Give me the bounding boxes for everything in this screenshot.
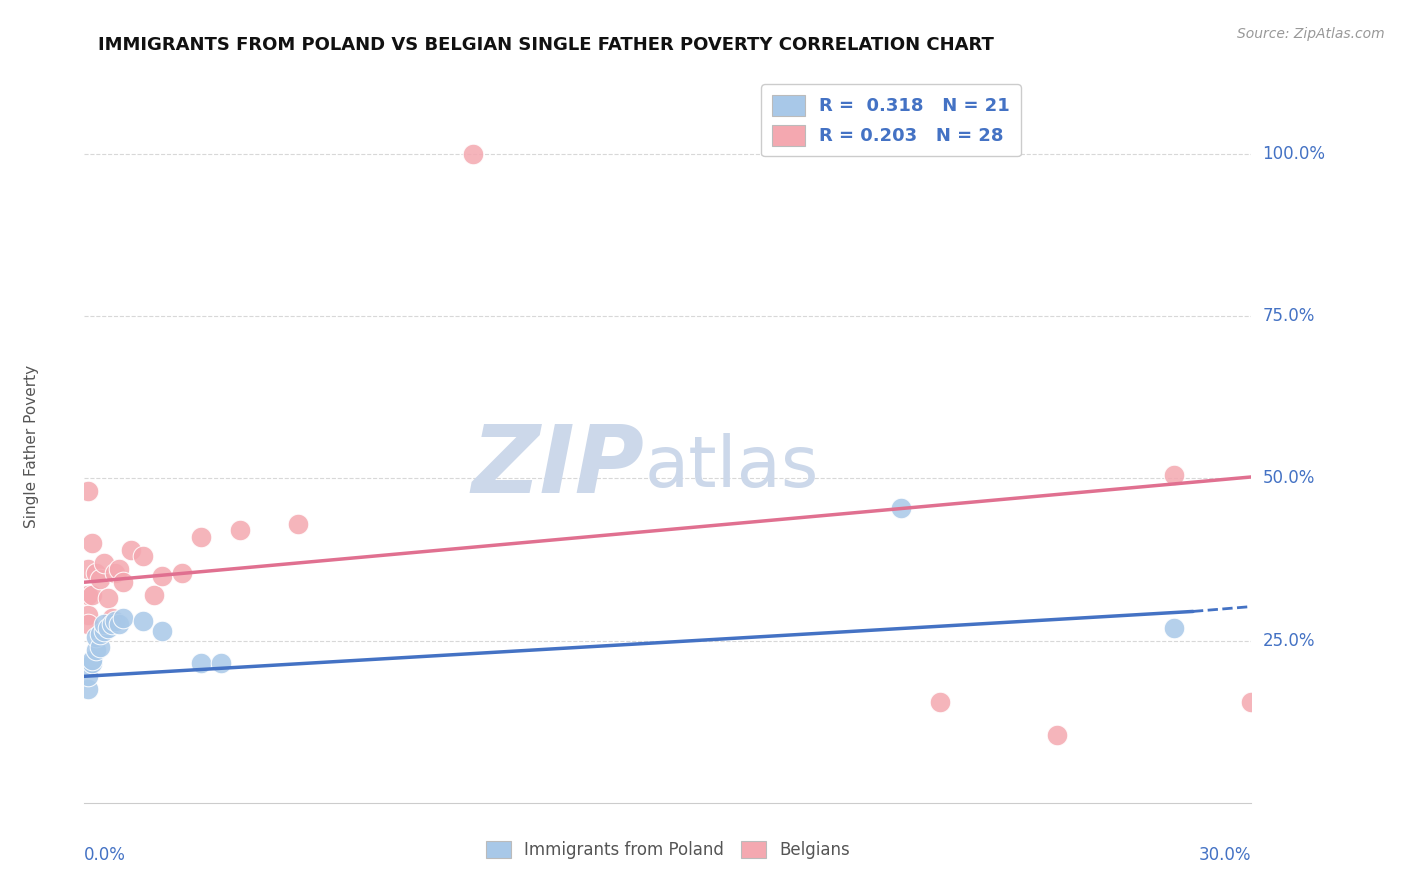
Point [190, 657, 212, 671]
Point [108, 562, 131, 576]
Point [120, 542, 142, 557]
Point [929, 695, 952, 709]
Text: ZIP: ZIP [471, 421, 644, 514]
Text: 30.0%: 30.0% [1199, 846, 1251, 863]
Text: IMMIGRANTS FROM POLAND VS BELGIAN SINGLE FATHER POVERTY CORRELATION CHART: IMMIGRANTS FROM POLAND VS BELGIAN SINGLE… [98, 36, 994, 54]
Text: 100.0%: 100.0% [1263, 145, 1326, 163]
Point [132, 549, 155, 564]
Point [190, 530, 212, 544]
Text: 25.0%: 25.0% [1263, 632, 1315, 649]
Point [112, 575, 135, 590]
Point [77, 682, 100, 697]
Text: Single Father Poverty: Single Father Poverty [24, 365, 39, 527]
Point [104, 566, 127, 580]
Text: 75.0%: 75.0% [1263, 307, 1315, 326]
Point [112, 611, 135, 625]
Point [1163, 621, 1185, 635]
Point [150, 624, 173, 638]
Text: Source: ZipAtlas.com: Source: ZipAtlas.com [1237, 27, 1385, 41]
Text: atlas: atlas [644, 433, 818, 502]
Point [1163, 468, 1185, 483]
Point [77, 588, 100, 602]
Point [84, 566, 107, 580]
Point [93, 624, 115, 638]
Point [89, 627, 111, 641]
Point [150, 568, 173, 582]
Point [77, 484, 100, 499]
Point [132, 614, 155, 628]
Point [463, 147, 485, 161]
Point [209, 657, 232, 671]
Point [890, 500, 912, 515]
Point [1240, 695, 1263, 709]
Point [77, 669, 100, 683]
Point [229, 524, 252, 538]
Point [82, 657, 104, 671]
Point [287, 516, 309, 531]
Point [97, 591, 120, 606]
Point [84, 643, 107, 657]
Text: 0.0%: 0.0% [84, 846, 127, 863]
Point [82, 653, 104, 667]
Point [77, 562, 100, 576]
Point [143, 588, 166, 602]
Point [1046, 728, 1069, 742]
Point [93, 617, 115, 632]
Point [104, 614, 127, 628]
Text: 50.0%: 50.0% [1263, 469, 1315, 487]
Point [82, 536, 104, 550]
Legend: Immigrants from Poland, Belgians: Immigrants from Poland, Belgians [479, 834, 856, 866]
Point [89, 640, 111, 654]
Point [108, 617, 131, 632]
Point [97, 621, 120, 635]
Point [100, 611, 122, 625]
Point [100, 617, 122, 632]
Point [77, 617, 100, 632]
Point [89, 572, 111, 586]
Point [82, 588, 104, 602]
Point [93, 556, 115, 570]
Point [77, 607, 100, 622]
Point [170, 566, 193, 580]
Point [84, 631, 107, 645]
